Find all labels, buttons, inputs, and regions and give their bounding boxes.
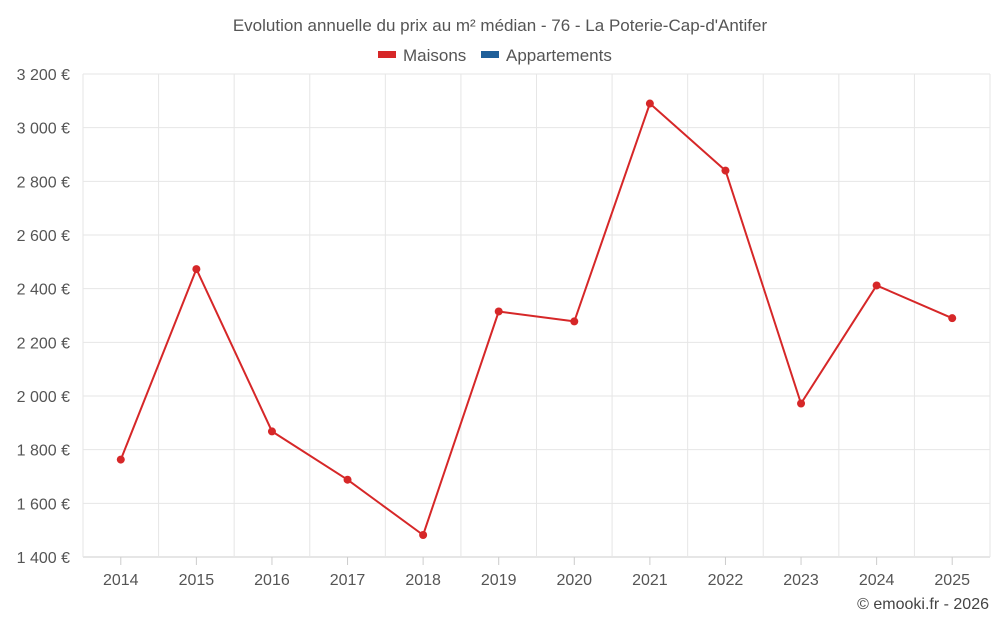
x-tick-label: 2021 [632, 572, 668, 589]
data-point-maisons[interactable] [570, 317, 579, 326]
y-tick-label: 1 400 € [17, 550, 70, 567]
y-tick-label: 1 800 € [17, 443, 70, 460]
y-tick-label: 3 200 € [17, 67, 70, 84]
y-tick-label: 3 000 € [17, 121, 70, 138]
x-tick-label: 2017 [330, 572, 366, 589]
data-point-maisons[interactable] [948, 314, 957, 323]
data-point-maisons[interactable] [192, 265, 201, 274]
x-tick-label: 2024 [859, 572, 895, 589]
y-tick-label: 2 600 € [17, 228, 70, 245]
chart-title: Evolution annuelle du prix au m² médian … [233, 16, 768, 35]
y-tick-label: 2 000 € [17, 389, 70, 406]
legend: Maisons Appartements [378, 46, 612, 65]
y-tick-label: 2 200 € [17, 335, 70, 352]
series-maisons [116, 99, 957, 539]
grid [82, 73, 991, 558]
legend-label-appartements[interactable]: Appartements [506, 46, 612, 65]
x-tick-label: 2014 [103, 572, 139, 589]
y-tick-label: 1 600 € [17, 496, 70, 513]
data-point-maisons[interactable] [721, 166, 730, 175]
x-tick-label: 2022 [708, 572, 744, 589]
data-point-maisons[interactable] [343, 475, 352, 484]
data-point-maisons[interactable] [419, 530, 428, 539]
legend-swatch-appartements[interactable] [481, 51, 499, 58]
x-tick-label: 2019 [481, 572, 517, 589]
legend-label-maisons[interactable]: Maisons [403, 46, 466, 65]
data-point-maisons[interactable] [797, 399, 806, 408]
credit-text: © emooki.fr - 2026 [857, 596, 989, 613]
y-tick-label: 2 800 € [17, 174, 70, 191]
y-tick-label: 2 400 € [17, 282, 70, 299]
x-tick-label: 2015 [179, 572, 215, 589]
data-point-maisons[interactable] [494, 307, 503, 316]
data-point-maisons[interactable] [267, 427, 276, 436]
x-tick-label: 2025 [934, 572, 970, 589]
x-tick-label: 2018 [405, 572, 441, 589]
data-point-maisons[interactable] [645, 99, 654, 108]
data-point-maisons[interactable] [872, 281, 881, 290]
y-axis: 1 400 € 1 600 € 1 800 € 2 000 € 2 200 € 2 400… [17, 67, 70, 567]
x-tick-label: 2016 [254, 572, 290, 589]
x-axis: 2014 2015 2016 2017 2018 2019 2020 2021 2022 2023… [103, 557, 970, 589]
x-tick-label: 2023 [783, 572, 819, 589]
legend-swatch-maisons[interactable] [378, 51, 396, 58]
data-point-maisons[interactable] [116, 455, 125, 464]
series-line-maisons [119, 102, 953, 536]
x-tick-label: 2020 [556, 572, 592, 589]
